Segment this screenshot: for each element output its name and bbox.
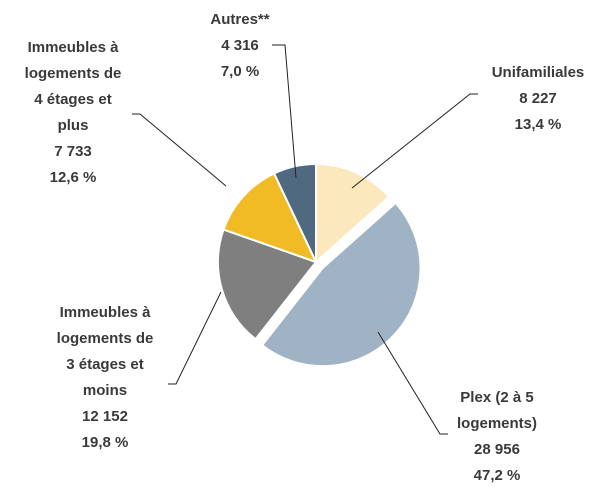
- value-label: 7 733: [54, 143, 92, 160]
- slice-label: Immeubles à logements de 3 étages et moi…: [57, 300, 154, 456]
- slice-label: Immeubles à logements de 4 étages et plu…: [25, 35, 122, 191]
- leader-line: [351, 93, 478, 189]
- slice-label: Plex (2 à 5 logements) 28 956 47,2 %: [457, 385, 537, 489]
- pie-slice: [222, 172, 318, 264]
- leader-line: [272, 44, 297, 179]
- category: Autres**: [210, 11, 270, 28]
- leader-lines: [132, 44, 478, 435]
- category: Unifamiliales: [491, 64, 585, 81]
- value-label: 12 152: [82, 408, 128, 425]
- percent-label: 7,0 %: [220, 63, 260, 80]
- pie-slice: [217, 228, 318, 341]
- pie-slice: [315, 162, 391, 265]
- leader-line: [377, 331, 448, 435]
- percent-label: 13,4 %: [514, 116, 562, 133]
- slice-label: Autres** 4 316 7,0 %: [210, 7, 269, 85]
- pie: [217, 162, 422, 368]
- category: Immeubles à logements de 4 étages et plu…: [24, 39, 122, 134]
- percent-label: 47,2 %: [473, 467, 521, 484]
- percent-label: 12,6 %: [49, 169, 97, 186]
- category: Plex (2 à 5 logements): [456, 389, 538, 432]
- value-label: 28 956: [474, 441, 520, 458]
- category: Immeubles à logements de 3 étages et moi…: [56, 304, 154, 399]
- pie-slice: [260, 201, 422, 368]
- leader-line: [132, 113, 227, 187]
- value-label: 8 227: [519, 90, 557, 107]
- leader-line: [168, 291, 222, 385]
- value-label: 4 316: [221, 37, 259, 54]
- slice-label: Unifamiliales 8 227 13,4 %: [492, 60, 585, 138]
- pie-slice: [272, 162, 317, 263]
- percent-label: 19,8 %: [81, 434, 129, 451]
